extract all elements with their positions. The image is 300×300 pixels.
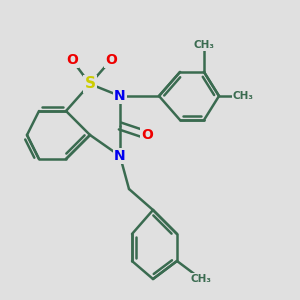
Text: O: O <box>105 53 117 67</box>
Text: CH₃: CH₃ <box>194 40 214 50</box>
Text: CH₃: CH₃ <box>232 91 254 101</box>
Text: O: O <box>66 53 78 67</box>
Text: N: N <box>114 89 126 103</box>
Text: N: N <box>114 149 126 163</box>
Text: CH₃: CH₃ <box>190 274 212 284</box>
Text: S: S <box>85 76 95 92</box>
Text: O: O <box>141 128 153 142</box>
